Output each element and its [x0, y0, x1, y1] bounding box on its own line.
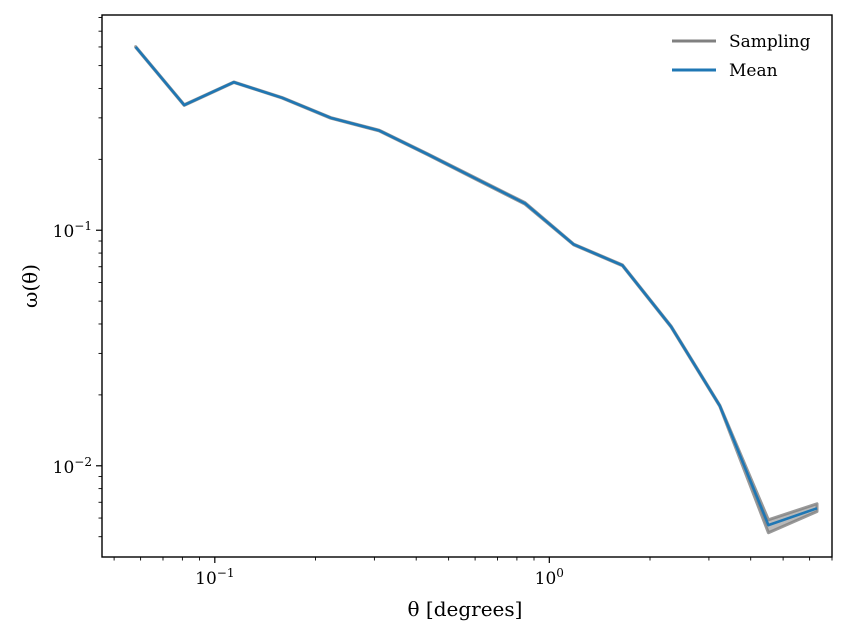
series-group: [134, 45, 819, 535]
legend-label-mean: Mean: [729, 61, 778, 81]
x-tick-label: 10−1: [195, 566, 234, 589]
y-tick-label: 10−2: [53, 455, 92, 478]
plot-frame: [101, 14, 833, 558]
tick-labels: 10−1 100 10−2 10−1: [53, 219, 564, 589]
legend: Sampling Mean: [672, 32, 811, 81]
y-axis-label: ω(θ): [18, 264, 42, 308]
y-tick-label: 10−1: [53, 219, 92, 242]
x-tick-label: 100: [535, 566, 564, 589]
legend-label-sampling: Sampling: [729, 32, 811, 52]
x-axis-label: θ [degrees]: [408, 597, 523, 621]
